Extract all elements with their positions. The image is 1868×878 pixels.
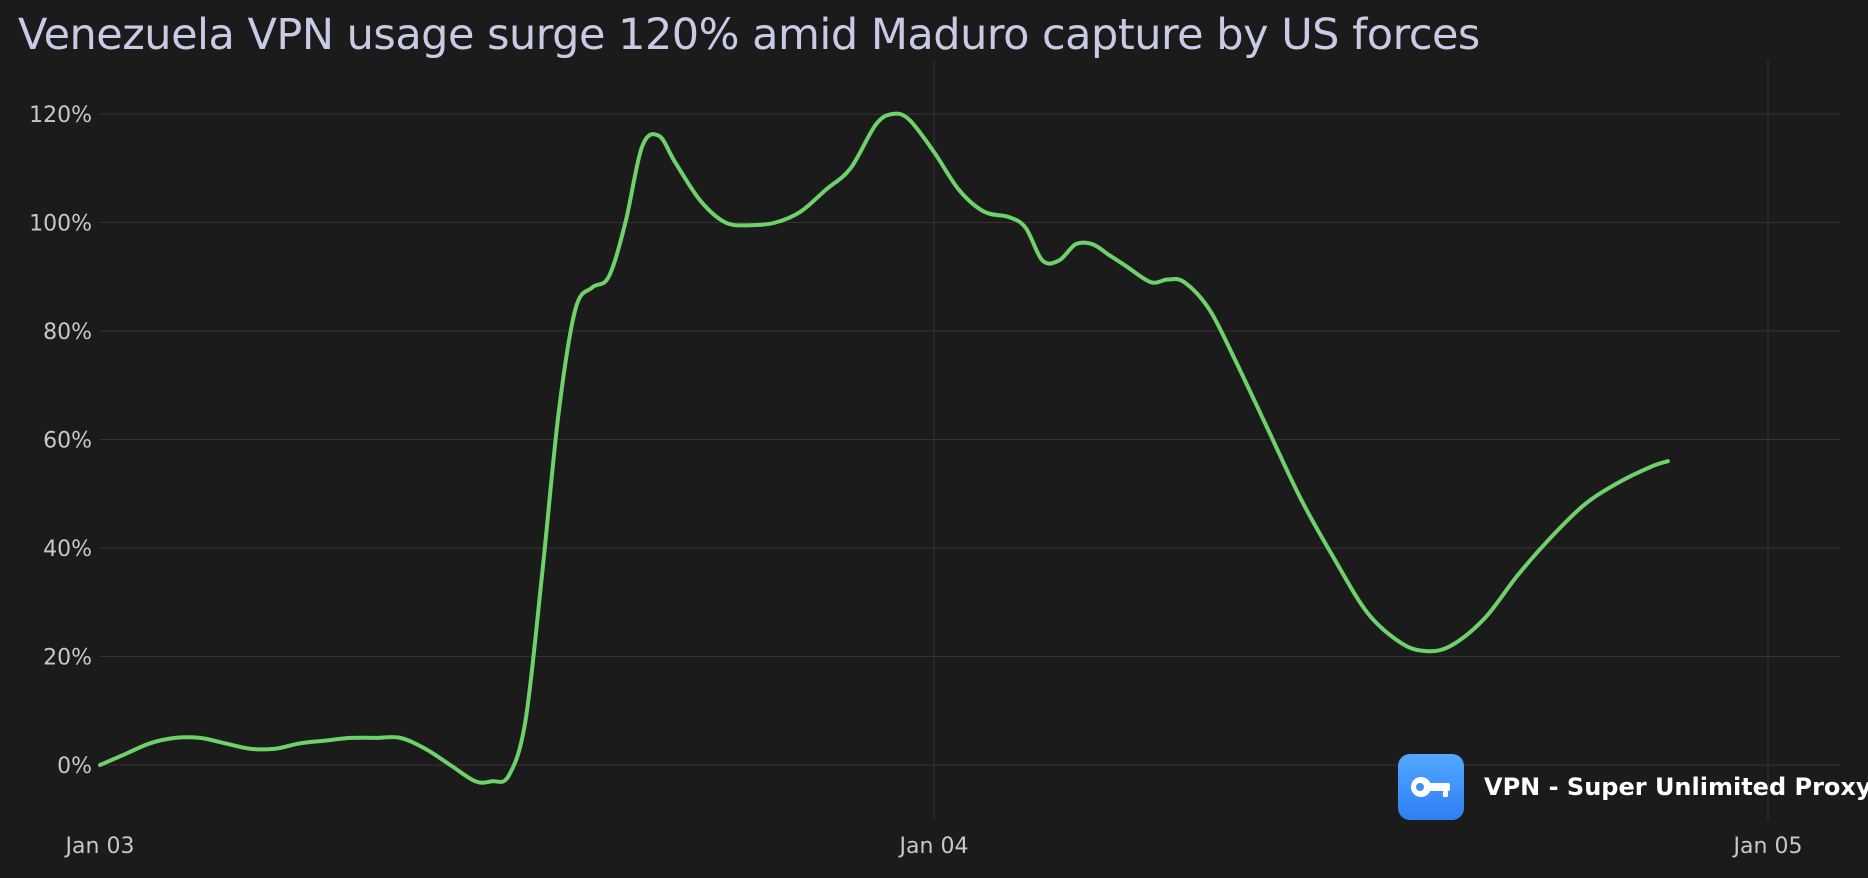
x-tick-label: Jan 04 [898, 834, 969, 859]
y-axis-ticks: 0% 20% 40% 60% 80% 100% 120% [29, 103, 92, 779]
x-tick-label: Jan 05 [1732, 834, 1803, 859]
grid-lines [100, 60, 1840, 820]
chart-title: Venezuela VPN usage surge 120% amid Madu… [18, 10, 1480, 60]
brand-watermark: VPN - Super Unlimited Proxy [1398, 754, 1868, 820]
y-tick-label: 60% [43, 429, 92, 454]
brand-name: VPN - Super Unlimited Proxy [1484, 773, 1868, 801]
series-layer [98, 111, 1670, 785]
key-icon [1411, 777, 1450, 797]
x-axis-ticks: Jan 03 Jan 04 Jan 05 [64, 834, 1803, 859]
x-tick-label: Jan 03 [64, 834, 135, 859]
y-tick-label: 20% [43, 646, 92, 671]
series-line [98, 111, 1670, 785]
app-icon [1398, 754, 1464, 820]
y-tick-label: 0% [57, 754, 92, 779]
y-tick-label: 100% [29, 212, 92, 237]
y-tick-label: 80% [43, 320, 92, 345]
y-tick-label: 120% [29, 103, 92, 128]
y-tick-label: 40% [43, 537, 92, 562]
